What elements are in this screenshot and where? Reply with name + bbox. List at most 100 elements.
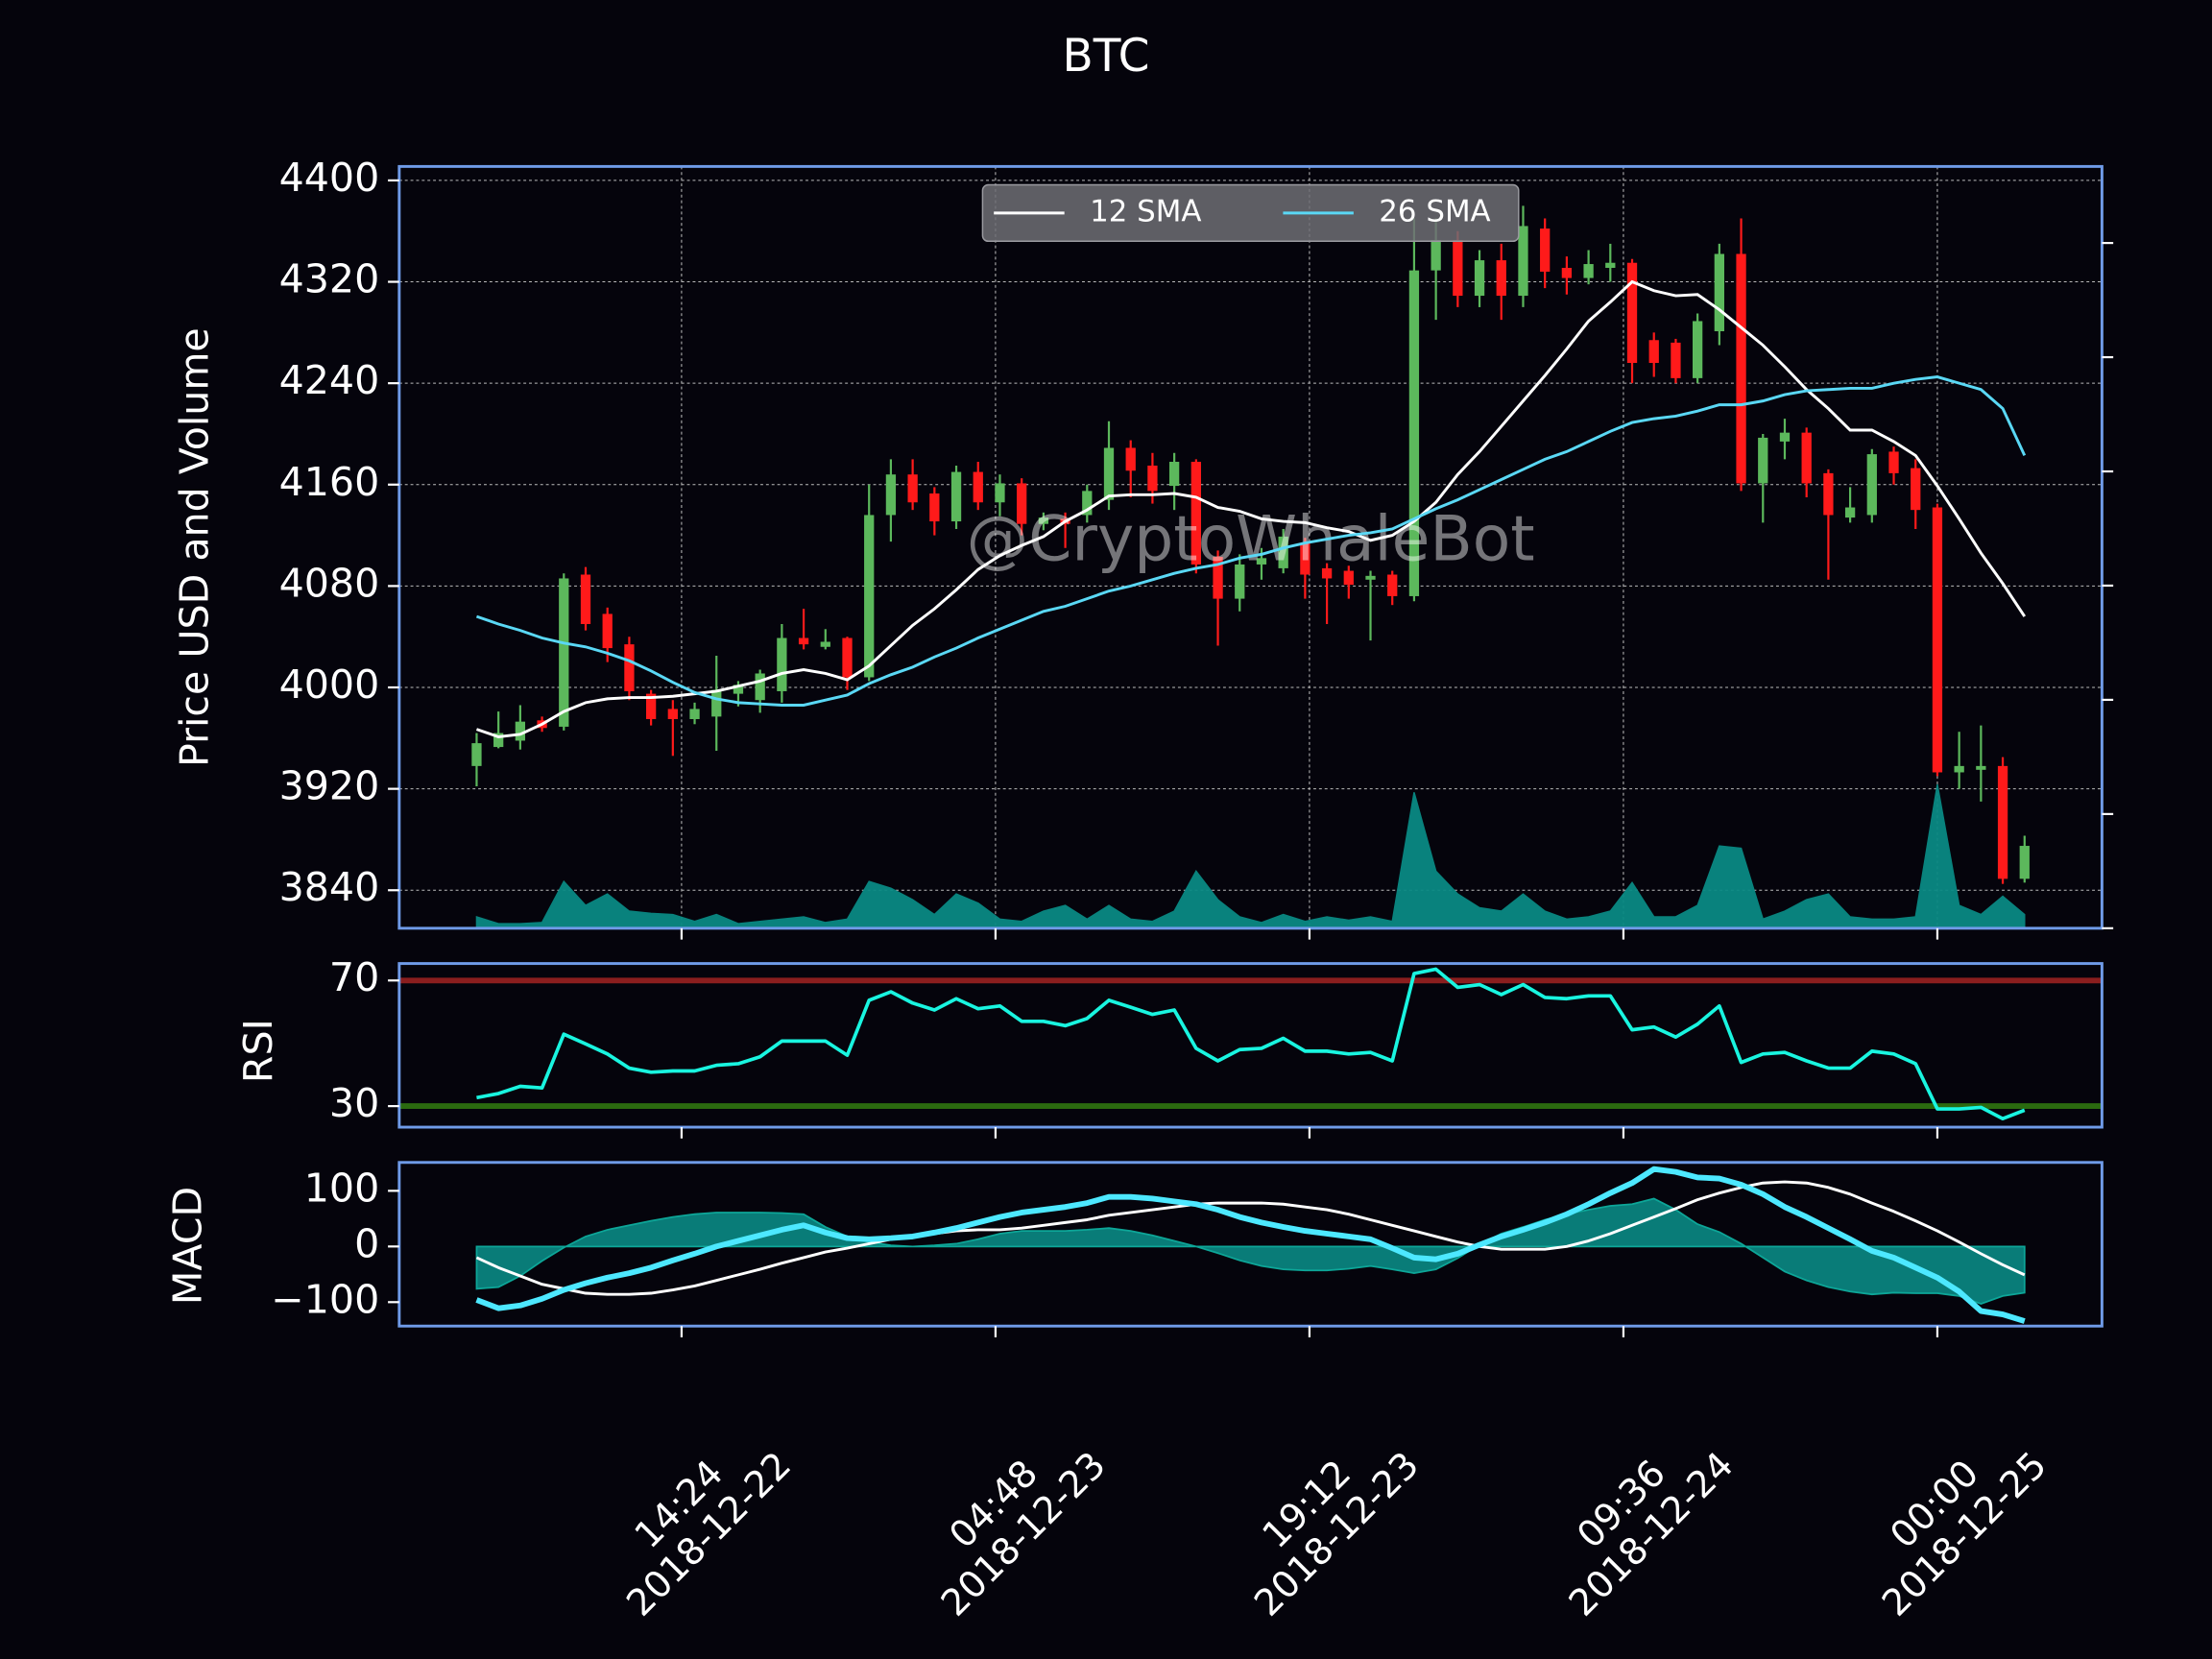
candle-body [1518,226,1528,297]
candle-body [907,474,918,503]
candle-body [1256,558,1267,565]
chart-title: BTC [1062,30,1149,83]
plot-border [397,962,2104,1129]
candle-body [1823,472,1834,516]
candle-body [777,637,787,691]
candle-body [689,709,700,720]
candle-body [864,515,875,678]
series-line [475,1180,2026,1296]
y-axis-label: MACD [164,1187,210,1305]
candle-body [1692,321,1703,378]
y-tick-label: −100 [271,1276,379,1322]
y-tick-label: 3920 [279,763,380,809]
candle-body [798,637,809,645]
histogram-area [475,1197,2026,1305]
y-tick-label: 0 [354,1220,379,1266]
y-axis-label: Price USD and Volume [172,327,218,767]
legend-label: 12 SMA [1090,194,1201,228]
candle-body [1540,228,1551,272]
candle-body [1605,262,1616,269]
candle-body [1648,340,1659,364]
candle-body [559,578,569,727]
y-tick-label: 100 [304,1165,380,1211]
candle-body [1408,270,1420,596]
candle-body [1932,507,1943,773]
candle-body [1779,432,1791,442]
candle-body [755,673,765,701]
candle-body [493,733,504,748]
candle-body [602,613,613,649]
candle-body [1300,542,1310,575]
y-axis-label: RSI [235,1019,281,1083]
candle-body [1583,264,1594,278]
candle-body [1801,432,1812,484]
y-tick-label: 4400 [279,155,380,201]
candle-body [1235,564,1245,599]
candle-body [1496,260,1506,297]
y-tick-label: 4080 [279,560,380,606]
candle-body [1714,253,1724,332]
candle-body [471,743,482,766]
candle-body [1387,574,1398,596]
candle-body [1954,765,1964,773]
plot-border [397,164,2104,930]
candle-body [1190,462,1201,565]
y-tick-label: 30 [329,1080,379,1126]
candle-body [1125,447,1136,471]
candle-body [1082,491,1093,516]
y-tick-label: 4320 [279,256,380,302]
candle-body [1997,765,2008,879]
candle-body [1147,465,1158,492]
candle-body [820,641,830,647]
y-tick-label: 70 [329,954,379,1000]
candle-body [1213,557,1223,599]
series-line [475,1166,2026,1324]
candle-body [1474,260,1485,297]
candle-body [1561,268,1573,278]
y-tick-label: 3840 [279,864,380,910]
candle-body [580,574,591,624]
legend-box [981,183,1520,243]
candle-body [515,721,526,741]
candle-body [733,685,744,694]
candle-body [711,689,722,717]
candle-body [929,493,940,522]
candle-body [1888,451,1899,473]
sma-line [475,279,2027,739]
series-line [476,967,2026,1121]
y-tick-label: 4160 [279,459,380,505]
candle-body [1017,483,1027,524]
legend-label: 26 SMA [1379,194,1490,228]
candle-body [950,471,962,522]
candle-body [624,644,635,691]
candle-body [1911,468,1921,511]
candle-body [1103,447,1115,500]
candle-body [842,637,853,678]
candle-body [1321,567,1333,579]
y-tick-label: 4240 [279,357,380,403]
candle-body [1365,575,1376,580]
candle-body [973,471,983,503]
plot-border [397,1161,2104,1328]
candle-body [1758,437,1768,484]
candle-body [1278,536,1288,568]
candle-body [1038,517,1049,524]
candle-body [1431,239,1441,271]
candle-body [1671,342,1681,378]
candle-body [667,709,678,720]
candle-body [1453,239,1463,297]
candle-body [1736,253,1746,484]
candle-body [645,693,657,720]
volume-area [475,783,2026,929]
candle-body [2019,846,2030,879]
candle-body [995,483,1005,503]
candle-body [1343,570,1354,586]
candle-body [1844,507,1856,518]
candle-body [1866,454,1877,516]
candle-body [885,474,897,516]
sma-line [475,375,2027,707]
y-tick-label: 4000 [279,661,380,708]
